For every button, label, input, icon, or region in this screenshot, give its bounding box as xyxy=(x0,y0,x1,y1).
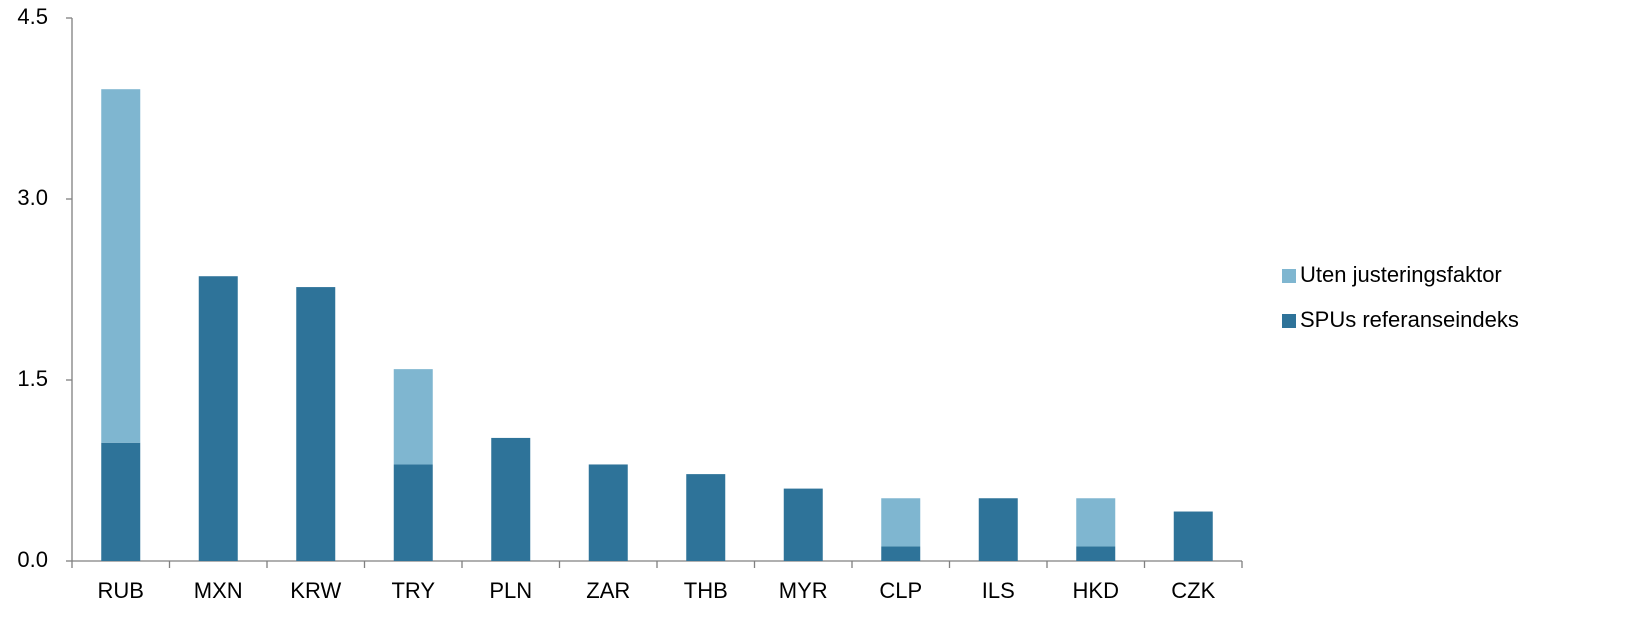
bar-segment xyxy=(491,437,531,561)
x-tick-label: PLN xyxy=(489,578,532,603)
x-tick-label: TRY xyxy=(391,578,435,603)
y-tick-label: 1.5 xyxy=(17,366,48,391)
bar-segment xyxy=(198,276,238,561)
bar-segment xyxy=(783,488,823,561)
x-tick-label: RUB xyxy=(98,578,144,603)
bar-segment xyxy=(1173,511,1213,561)
y-tick-label: 3.0 xyxy=(17,185,48,210)
y-tick-label: 0.0 xyxy=(17,547,48,572)
bar-segment xyxy=(393,464,433,561)
bar-segment xyxy=(101,442,141,561)
x-tick-label: MXN xyxy=(194,578,243,603)
bar-segment xyxy=(978,498,1018,561)
y-tick-label: 4.5 xyxy=(17,4,48,29)
bar-segment xyxy=(393,369,433,465)
x-tick-label: CZK xyxy=(1171,578,1215,603)
x-tick-label: KRW xyxy=(290,578,341,603)
x-tick-label: HKD xyxy=(1073,578,1119,603)
x-tick-label: CLP xyxy=(879,578,922,603)
x-tick-label: THB xyxy=(684,578,728,603)
bar-segment xyxy=(881,498,921,547)
bar-segment xyxy=(588,464,628,561)
legend-swatch xyxy=(1282,314,1296,328)
x-tick-label: MYR xyxy=(779,578,828,603)
legend-label: SPUs referanseindeks xyxy=(1300,307,1519,332)
legend-swatch xyxy=(1282,269,1296,283)
x-tick-label: ZAR xyxy=(586,578,630,603)
bar-segment xyxy=(296,287,336,561)
bar-segment xyxy=(881,546,921,561)
legend-label: Uten justeringsfaktor xyxy=(1300,262,1502,287)
bar-segment xyxy=(686,474,726,561)
bar-segment xyxy=(1076,546,1116,561)
bar-segment xyxy=(101,89,141,443)
bar-segment xyxy=(1076,498,1116,547)
x-tick-label: ILS xyxy=(982,578,1015,603)
